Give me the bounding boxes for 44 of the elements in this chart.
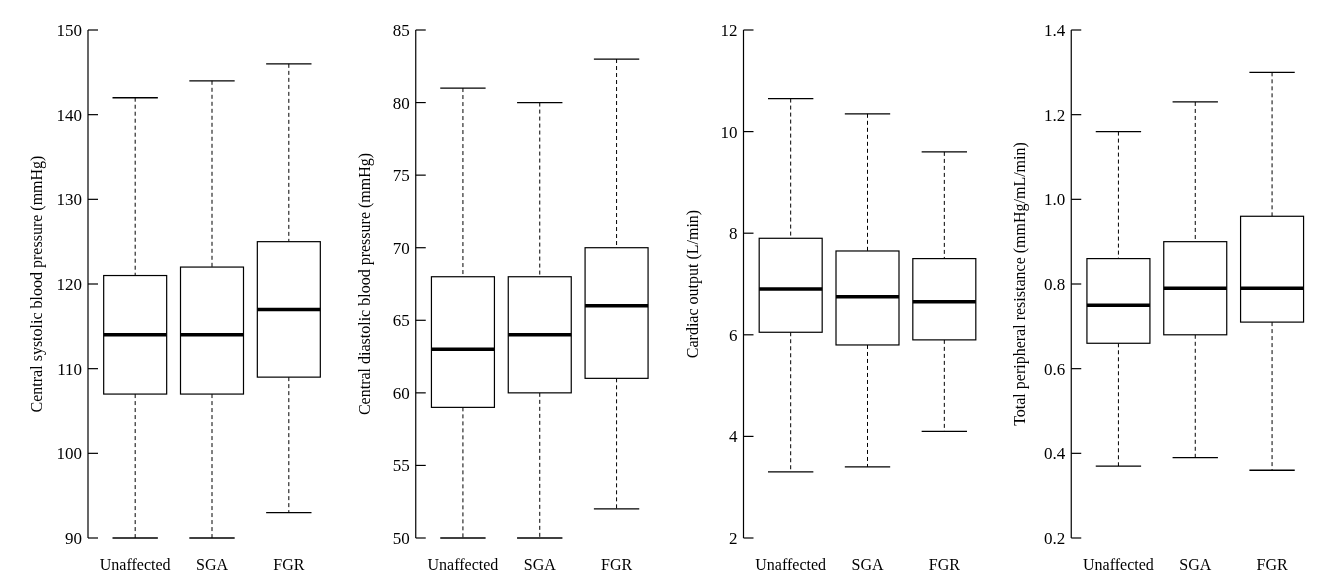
y-tick-label: 1.0 xyxy=(1044,190,1066,210)
y-tick-label: 0.4 xyxy=(1044,444,1066,464)
x-tick-label: FGR xyxy=(273,556,305,573)
y-tick-label: 80 xyxy=(392,93,410,113)
y-tick-label: 140 xyxy=(56,105,82,125)
x-tick-label: SGA xyxy=(523,556,557,573)
y-tick-label: 60 xyxy=(392,383,410,403)
y-tick-label: 4 xyxy=(729,427,738,447)
y-tick-label: 100 xyxy=(56,444,82,464)
y-tick-label: 110 xyxy=(57,359,82,379)
x-tick-label: Unaffected xyxy=(427,556,499,573)
y-axis-title: Central systolic blood pressure (mmHg) xyxy=(28,155,46,413)
y-tick-label: 50 xyxy=(392,528,410,548)
y-tick-label: 1.2 xyxy=(1044,105,1066,125)
y-axis-title: Total peripheral resistance (mmHg/mL/min) xyxy=(1011,142,1030,426)
y-axis-title: Cardiac output (L/min) xyxy=(683,209,702,359)
y-tick-label: 75 xyxy=(392,166,410,186)
y-axis-title: Central diastolic blood pressure (mmHg) xyxy=(355,152,374,416)
x-tick-label: FGR xyxy=(928,556,961,573)
x-tick-label: SGA xyxy=(195,556,229,573)
y-tick-label: 0.8 xyxy=(1044,274,1066,294)
x-tick-label: Unaffected xyxy=(99,556,171,573)
y-tick-label: 130 xyxy=(56,190,82,210)
y-tick-label: 65 xyxy=(392,311,410,331)
y-tick-label: 1.4 xyxy=(1044,20,1066,40)
x-tick-label: Unaffected xyxy=(755,556,827,573)
y-tick-label: 12 xyxy=(720,20,738,40)
y-tick-label: 0.6 xyxy=(1044,359,1066,379)
y-tick-label: 90 xyxy=(65,528,82,548)
x-tick-label: Unaffected xyxy=(1083,556,1154,573)
y-tick-label: 85 xyxy=(392,20,410,40)
y-tick-label: 150 xyxy=(56,20,82,40)
y-tick-label: 55 xyxy=(392,456,410,476)
x-tick-label: FGR xyxy=(1256,556,1288,573)
x-tick-label: SGA xyxy=(1179,556,1212,573)
y-tick-label: 6 xyxy=(729,325,738,345)
x-tick-label: SGA xyxy=(851,556,884,573)
y-tick-label: 10 xyxy=(720,122,738,142)
y-tick-label: 8 xyxy=(729,224,738,244)
y-tick-label: 120 xyxy=(56,274,82,294)
y-tick-label: 0.2 xyxy=(1044,528,1066,548)
y-tick-label: 2 xyxy=(729,528,738,548)
y-tick-label: 70 xyxy=(392,238,410,258)
x-tick-label: FGR xyxy=(601,556,633,573)
